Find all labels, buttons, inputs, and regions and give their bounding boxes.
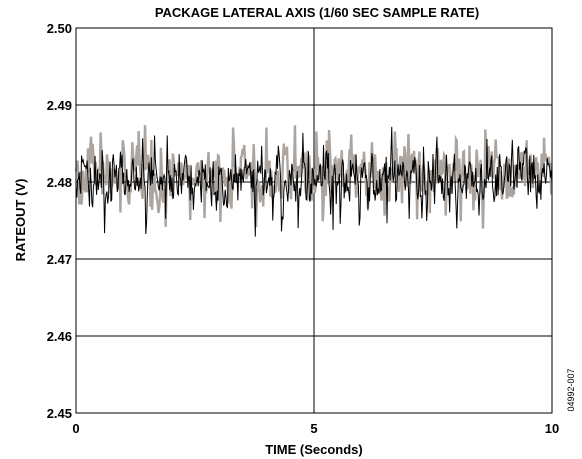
y-tick-label: 2.47	[47, 252, 72, 267]
x-axis-ticks: 0 5 10	[72, 421, 559, 436]
series-line-1	[75, 126, 553, 237]
y-tick-label: 2.45	[47, 406, 72, 421]
x-tick-label: 0	[72, 421, 79, 436]
y-axis-label: RATEOUT (V)	[13, 179, 28, 262]
y-tick-label: 2.49	[47, 98, 72, 113]
y-tick-label: 2.46	[47, 329, 72, 344]
x-tick-label: 5	[310, 421, 317, 436]
plot-frame	[75, 27, 553, 414]
x-tick-label: 10	[545, 421, 559, 436]
series-layer	[74, 125, 553, 237]
x-axis-label: TIME (Seconds)	[265, 442, 363, 457]
chart-title: PACKAGE LATERAL AXIS (1/60 SEC SAMPLE RA…	[155, 5, 479, 20]
y-tick-label: 2.50	[47, 21, 72, 36]
figure-code: 04992-007	[566, 368, 576, 411]
y-axis-ticks: 2.45 2.46 2.47 2.48 2.49 2.50	[47, 21, 72, 421]
y-tick-label: 2.48	[47, 175, 72, 190]
grid	[76, 28, 552, 413]
plot-area	[74, 27, 553, 414]
